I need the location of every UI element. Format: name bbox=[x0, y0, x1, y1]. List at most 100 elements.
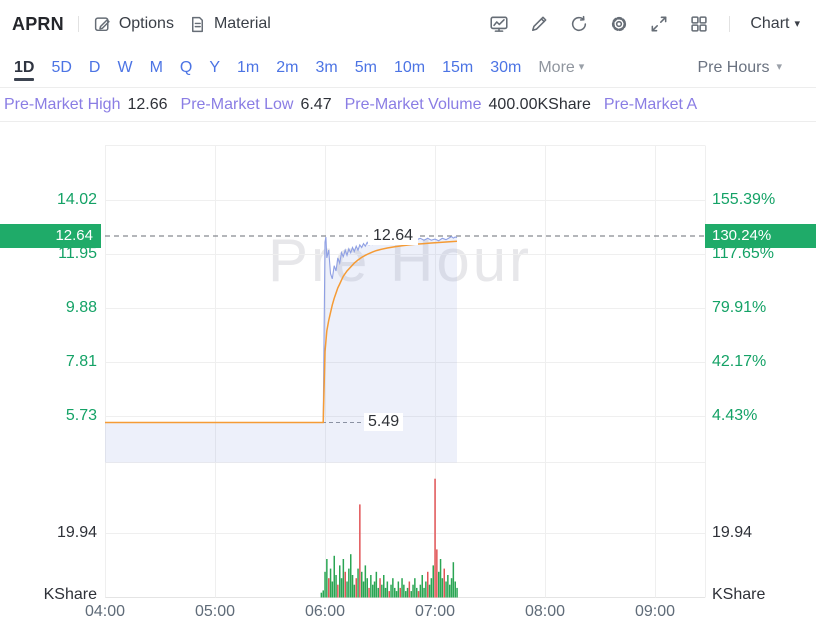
volume-bar bbox=[335, 575, 337, 598]
volume-bar bbox=[340, 578, 343, 598]
tab-10m[interactable]: 10m bbox=[394, 48, 425, 87]
session-selector[interactable]: Pre Hours ▾ bbox=[697, 59, 782, 77]
volume-bar bbox=[329, 568, 332, 598]
stat-pre-market-a: Pre-Market A bbox=[604, 96, 697, 114]
volume-bar bbox=[406, 587, 409, 598]
volume-bar bbox=[322, 590, 324, 598]
volume-bar bbox=[454, 581, 456, 598]
volume-bar bbox=[449, 584, 451, 598]
stat-value: 400.00KShare bbox=[488, 95, 591, 113]
stat-label: Pre-Market Volume bbox=[344, 95, 482, 113]
tab-5d[interactable]: 5D bbox=[51, 48, 71, 87]
volume-bar bbox=[419, 584, 422, 598]
refresh-icon bbox=[572, 15, 587, 32]
stock-board-icon bbox=[490, 16, 508, 32]
divider bbox=[77, 16, 79, 32]
tab-m[interactable]: M bbox=[150, 48, 163, 87]
premarket-stats: Pre-Market High 12.66 Pre-Market Low 6.47 Pr… bbox=[0, 88, 816, 122]
volume-bar bbox=[427, 571, 429, 598]
volume-bar bbox=[441, 578, 444, 598]
material-menu-button[interactable]: Material bbox=[188, 15, 271, 34]
stat-value: 12.66 bbox=[127, 95, 168, 113]
divider bbox=[729, 16, 731, 32]
more-label: More bbox=[538, 58, 575, 76]
refresh-button[interactable] bbox=[569, 14, 589, 34]
volume-bar bbox=[339, 565, 341, 598]
stock-chart-button[interactable] bbox=[489, 14, 509, 34]
volume-bar bbox=[381, 584, 383, 598]
document-icon bbox=[191, 16, 203, 32]
volume-bar bbox=[414, 578, 416, 598]
volume-bar bbox=[373, 581, 376, 598]
topbar-tools: Chart ▾ bbox=[489, 14, 800, 34]
settings-button[interactable] bbox=[609, 14, 629, 34]
tab-d[interactable]: D bbox=[89, 48, 101, 87]
layout-grid-icon bbox=[691, 16, 708, 32]
tab-y[interactable]: Y bbox=[209, 48, 220, 87]
volume-bar bbox=[368, 587, 370, 598]
fullscreen-button[interactable] bbox=[649, 14, 669, 34]
volume-bar bbox=[430, 578, 433, 598]
tab-30m[interactable]: 30m bbox=[490, 48, 521, 87]
stat-value: 6.47 bbox=[300, 95, 332, 113]
volume-bar bbox=[436, 549, 438, 598]
stat-pre-market-low: Pre-Market Low 6.47 bbox=[181, 96, 332, 114]
volume-bar bbox=[359, 504, 361, 598]
volume-bar bbox=[384, 587, 387, 598]
volume-bar bbox=[326, 559, 328, 598]
options-menu-button[interactable]: Options bbox=[93, 15, 174, 34]
layout-button[interactable] bbox=[689, 14, 709, 34]
volume-bar bbox=[383, 575, 385, 598]
tab-5m[interactable]: 5m bbox=[355, 48, 377, 87]
volume-bar bbox=[450, 578, 453, 598]
volume-bar bbox=[324, 571, 326, 598]
chevron-down-icon: ▾ bbox=[776, 61, 782, 73]
volume-bar bbox=[447, 575, 449, 598]
volume-bar bbox=[417, 591, 420, 598]
tab-1m[interactable]: 1m bbox=[237, 48, 259, 87]
volume-bar bbox=[348, 568, 350, 598]
volume-bar bbox=[423, 587, 425, 598]
volume-bar bbox=[452, 562, 455, 598]
volume-bar bbox=[350, 554, 352, 598]
stat-label: Pre-Market A bbox=[603, 95, 698, 113]
tab-2m[interactable]: 2m bbox=[276, 48, 298, 87]
tab-q[interactable]: Q bbox=[180, 48, 192, 87]
volume-bar bbox=[421, 575, 423, 598]
volume-bar bbox=[425, 581, 427, 598]
stat-label: Pre-Market Low bbox=[180, 95, 294, 113]
tab-1d[interactable]: 1D bbox=[14, 48, 35, 87]
volume-bar bbox=[439, 559, 442, 598]
volume-bar bbox=[346, 581, 348, 598]
tab-3m[interactable]: 3m bbox=[316, 48, 338, 87]
volume-bar bbox=[394, 587, 396, 598]
volume-bar bbox=[401, 578, 403, 598]
topbar: APRN Options Material bbox=[0, 0, 816, 48]
volume-bar bbox=[333, 555, 335, 598]
volume-bar bbox=[390, 584, 392, 598]
chevron-down-icon: ▾ bbox=[578, 61, 585, 73]
more-tabs-button[interactable]: More ▾ bbox=[538, 59, 584, 77]
volume-bar bbox=[342, 559, 345, 598]
volume-bar bbox=[353, 584, 356, 598]
volume-bar bbox=[372, 584, 374, 598]
symbol-title: APRN bbox=[12, 13, 64, 34]
stat-label: Pre-Market High bbox=[4, 95, 121, 113]
volume-bar bbox=[377, 587, 379, 598]
volume-bar bbox=[331, 581, 334, 598]
volume-bar bbox=[403, 584, 405, 598]
chart-type-menu[interactable]: Chart ▾ bbox=[750, 15, 800, 33]
fullscreen-icon bbox=[651, 16, 667, 32]
volume-bar bbox=[328, 578, 330, 598]
volume-bar bbox=[412, 584, 414, 598]
volume-bar bbox=[416, 587, 418, 598]
chart-canvas[interactable] bbox=[0, 122, 816, 622]
tab-w[interactable]: W bbox=[117, 48, 132, 87]
tab-15m[interactable]: 15m bbox=[442, 48, 473, 87]
price-area-fill bbox=[105, 236, 457, 463]
volume-bar bbox=[434, 478, 436, 598]
avg-price-line bbox=[105, 240, 458, 424]
draw-button[interactable] bbox=[529, 14, 549, 34]
volume-bar bbox=[386, 581, 389, 598]
